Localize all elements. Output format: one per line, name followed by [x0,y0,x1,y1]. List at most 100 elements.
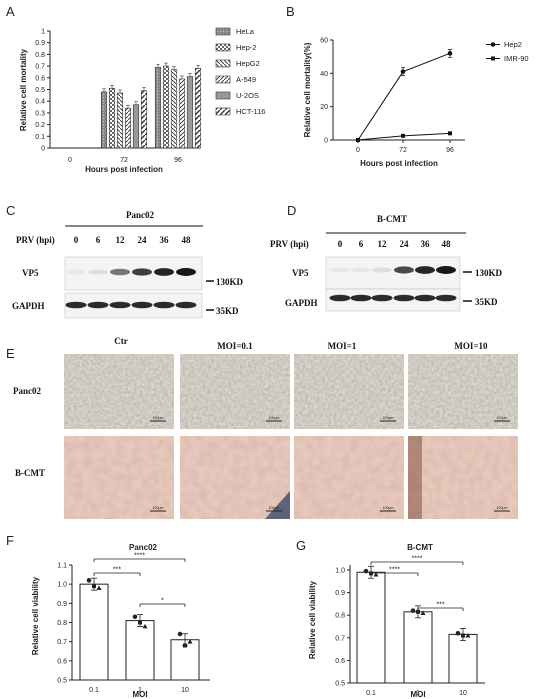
chart-g-xtick-label: 1 [416,690,420,697]
chart-f-ytick-label: 1.0 [57,582,67,589]
blot-c-vp5-band [110,268,130,276]
chart-a-legend-swatch [215,75,231,84]
blot-c-lane-label: 48 [182,235,192,245]
scale-bar-label: 100μm [153,416,164,420]
chart-b-xtick-label: 0 [356,147,360,154]
chart-f-point [187,639,193,644]
chart-a-bar [132,104,140,149]
scale-bar-label: 100μm [269,416,280,420]
blot-c-vp5-label: VP5 [22,268,39,278]
blot-d-vp5-membrane [325,256,461,290]
blot-c-lane-label: 6 [96,235,101,245]
chart-b-ytick-label: 20 [320,104,328,111]
chart-b-ytick-label: 0 [324,138,328,145]
chart-f-point [177,631,183,637]
chart-a-ytick-label: 0.5 [35,87,45,94]
chart-f-ytick-label: 0.7 [57,639,67,646]
chart-g-sig-label: **** [412,556,423,563]
chart-a-bar [178,78,186,149]
chart-a-ytick-label: 0.6 [35,75,45,82]
chart-f-xlabel: MOI [132,690,147,699]
chart-a: 0 0.1 0.2 0.3 0.4 0.5 0.6 0.7 0.8 0.9 1 0 72 96 Rela… [19,27,265,174]
chart-f-point [183,643,187,648]
chart-f-sig-label: * [161,598,164,605]
chart-b-ylabel: Relative cell mortality(%) [303,42,312,137]
chart-a-legend-label: HeLa [236,27,255,36]
panel-f-letter: F [6,533,14,548]
chart-a-legend-swatch [215,43,231,52]
chart-f-xtick-label: 0.1 [89,687,99,694]
chart-g-point [410,608,416,613]
chart-f-point [86,578,92,583]
chart-f-ytick-label: 0.8 [57,620,67,627]
chart-a-legend-swatch [215,59,231,68]
chart-f-point [92,584,96,589]
scale-bar-label: 100μm [269,506,280,510]
blot-c-vp5-band [176,268,196,276]
chart-f-sig-label: *** [113,567,121,574]
chart-a-bar [154,66,162,149]
micrograph-shadow [265,491,290,519]
chart-a-ytick-label: 0.2 [35,122,45,129]
blot-d-gapdh-band [414,294,436,302]
chart-b: 0 20 40 60 0 72 96 Relative cell mortality(%)… [303,38,529,169]
blot-d-gapdh-band [435,294,457,302]
chart-a-bar [100,91,108,149]
chart-g-bar [403,611,433,684]
blot-d-lane-label: 6 [359,239,364,249]
micrograph-edge [408,436,422,519]
chart-f-xtick-label: 10 [181,687,189,694]
blot-d-title: B-CMT [377,214,407,224]
chart-a-ylabel: Relative cell mortality [19,48,28,131]
chart-a-legend-swatch [215,107,231,116]
blot-d-vp5-band [394,266,414,274]
blot-c-lane-label: 0 [74,235,79,245]
blot-d-lane-label: 36 [421,239,431,249]
chart-a-bar [170,69,178,149]
blot-d-gapdh-membrane [325,288,461,312]
blot-d-vp5-label: VP5 [292,268,309,278]
chart-f-point [138,620,142,625]
blot-c-gapdh-band [87,301,109,309]
micrograph-texture [294,354,404,429]
panel-c-letter: C [6,203,15,218]
chart-b-point-imr90 [356,138,360,142]
chart-f: Panc02 0.50.60.70.80.91.01.1 0.1 1 10 ****… [31,543,210,699]
chart-a-legend-label: Hep-2 [236,43,256,52]
panel-a-letter: A [6,4,15,19]
chart-a-legend-label: HCT-116 [236,107,265,116]
blot-c-gapdh-band [175,301,197,309]
chart-a-ytick-label: 0.4 [35,99,45,106]
blot-c-title: Panc02 [126,210,154,220]
chart-a-ytick-label: 0 [41,146,45,153]
chart-a-ytick-label: 0.3 [35,110,45,117]
chart-a-bar [162,65,170,149]
chart-b-xlabel: Hours post infection [360,159,438,168]
chart-g-point [373,572,379,577]
blot-c-size-130: 130KD [216,277,244,287]
blot-d-gapdh-band [329,294,351,302]
micrograph-texture [408,436,518,519]
blot-c-gapdh-band [153,301,175,309]
micro-col-moi01: MOI=0.1 [217,341,253,351]
blot-c-lane-label: 36 [160,235,170,245]
chart-a-ytick-label: 0.9 [35,40,45,47]
blot-c-gapdh-band [65,301,87,309]
micro-row-bcmt: B-CMT [15,468,45,478]
chart-g-point [461,633,465,638]
chart-g-ytick-label: 1.0 [335,568,345,575]
chart-a-ytick-label: 1 [41,29,45,36]
chart-a-legend-swatch [215,91,231,100]
blot-c-gapdh-band [109,301,131,309]
blot-c-gapdh-band [131,301,153,309]
micro-col-moi10: MOI=10 [454,341,488,351]
chart-g-title: B-CMT [407,543,433,552]
chart-f-ytick-label: 0.5 [57,678,67,685]
chart-a-bar [194,68,202,149]
blot-c-vp5-band [154,268,174,276]
chart-a-legend-label: HepG2 [236,59,260,68]
micrograph-texture [180,436,290,519]
blot-c-vp5-band [66,269,86,275]
chart-b-legend-label: IMR-90 [504,54,529,63]
